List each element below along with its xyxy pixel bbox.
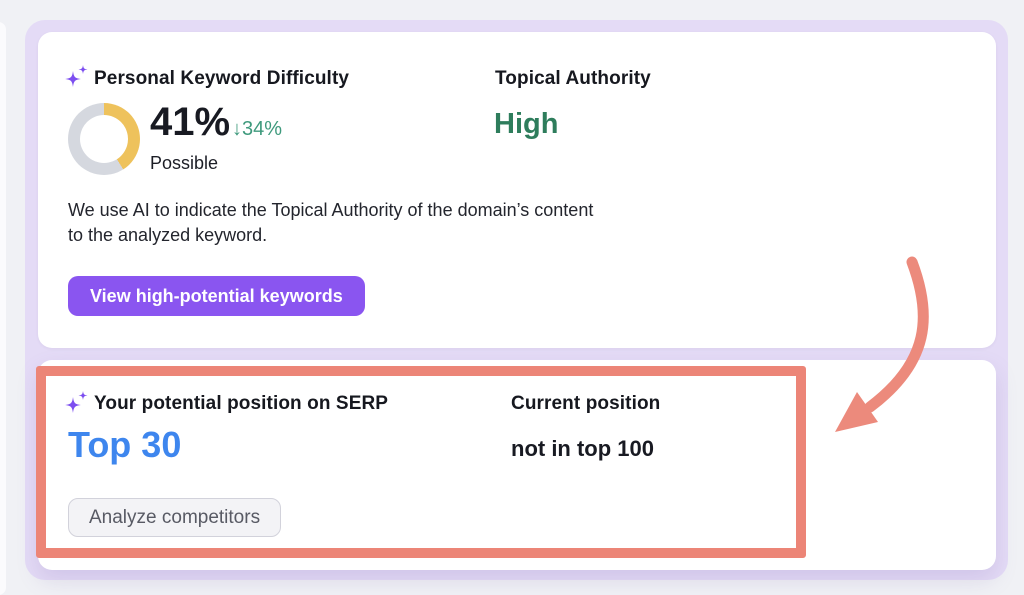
- donut-hole: [80, 115, 128, 163]
- widget-panel: Personal Keyword Difficulty Topical Auth…: [25, 20, 1008, 580]
- difficulty-delta-badge: ↓34%: [232, 118, 283, 140]
- difficulty-caption: Possible: [150, 153, 219, 173]
- potential-position-value: Top 30: [68, 424, 182, 465]
- ai-sparkle-icon: [65, 391, 88, 413]
- card-title: Personal Keyword Difficulty: [94, 68, 350, 89]
- topical-authority-label: Topical Authority: [495, 68, 651, 89]
- difficulty-percent-value: 41%: [150, 100, 231, 144]
- serp-position-card: Your potential position on SERP Current …: [38, 360, 996, 570]
- ai-sparkle-icon: [65, 65, 88, 87]
- difficulty-donut-chart: [68, 103, 140, 175]
- adjacent-card-edge: [0, 22, 6, 595]
- view-high-potential-keywords-button[interactable]: View high-potential keywords: [68, 276, 365, 316]
- analyze-competitors-button[interactable]: Analyze competitors: [68, 498, 282, 537]
- card-title: Your potential position on SERP: [94, 393, 389, 414]
- ai-description-text: We use AI to indicate the Topical Author…: [68, 200, 594, 245]
- current-position-label: Current position: [511, 393, 661, 414]
- current-position-value: not in top 100: [511, 436, 654, 461]
- keyword-difficulty-card: Personal Keyword Difficulty Topical Auth…: [38, 32, 996, 348]
- topical-authority-value: High: [494, 108, 559, 140]
